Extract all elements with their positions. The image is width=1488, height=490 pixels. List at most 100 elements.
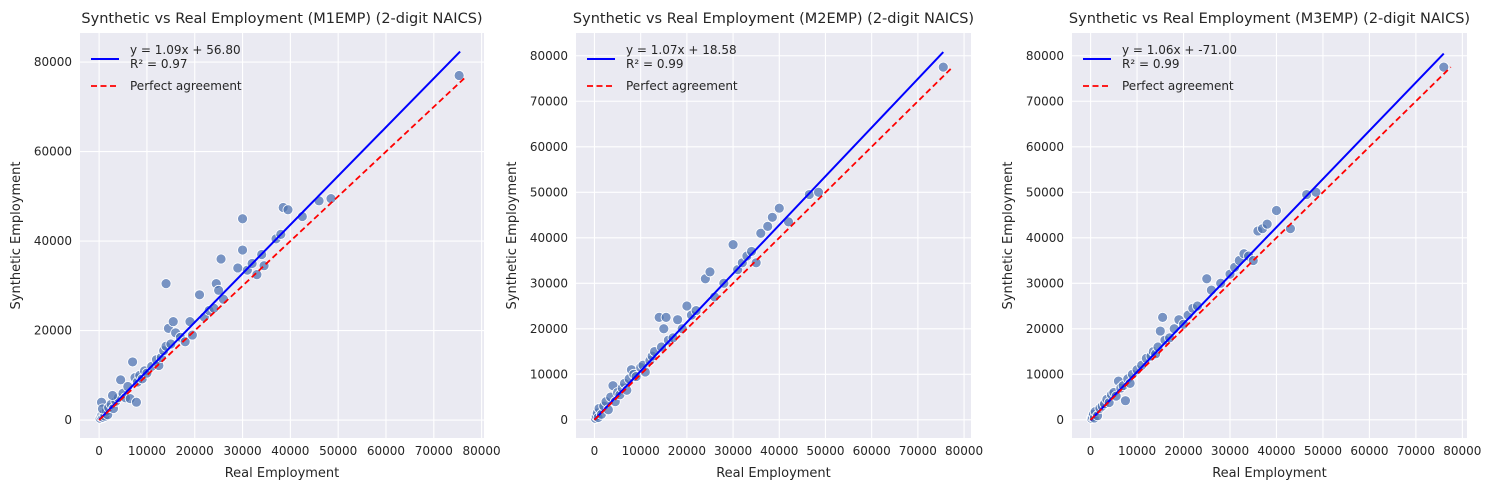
x-tick-label: 20000	[668, 444, 706, 458]
scatter-point	[186, 329, 198, 341]
scatter-point	[1152, 341, 1164, 353]
x-tick-label: 50000	[1304, 444, 1342, 458]
y-tick-label: 0	[560, 413, 568, 427]
y-tick-label: 10000	[530, 367, 568, 381]
y-tick-label: 0	[1056, 413, 1064, 427]
y-tick-label: 20000	[34, 324, 72, 338]
y-tick-label: 40000	[530, 231, 568, 245]
chart-panel-3: 0 10000 20000 30000 40000 50000 60000 70000 8000…	[1001, 11, 1481, 481]
x-tick-label: 40000	[760, 444, 798, 458]
legend-perfect-label: Perfect agreement	[626, 79, 738, 93]
x-tick-label: 70000	[415, 444, 453, 458]
scatter-point	[762, 220, 774, 232]
x-tick-label: 40000	[1257, 444, 1295, 458]
scatter-point	[313, 195, 325, 207]
scatter-point	[1192, 300, 1203, 312]
y-tick-label: 50000	[1026, 185, 1064, 199]
scatter-point	[194, 289, 205, 301]
x-tick-label: 10000	[622, 444, 660, 458]
y-tick-label: 30000	[530, 276, 568, 290]
x-axis-label: Real Employment	[225, 466, 340, 481]
x-tick-label: 50000	[319, 444, 357, 458]
y-tick-label: 70000	[530, 94, 568, 108]
x-tick-label: 0	[95, 444, 103, 458]
y-tick-label: 60000	[34, 145, 72, 159]
scatter-point	[237, 213, 248, 225]
y-axis-label: Synthetic Employment	[9, 162, 24, 310]
y-tick-label: 40000	[1026, 231, 1064, 245]
y-tick-label: 20000	[530, 322, 568, 336]
scatter-point	[690, 305, 702, 316]
y-tick-label: 10000	[1026, 367, 1064, 381]
data-layer	[590, 51, 954, 424]
scatter-point	[179, 336, 191, 348]
scatter-point	[160, 278, 172, 290]
scatter-point	[656, 341, 667, 353]
x-tick-label: 60000	[1350, 444, 1388, 458]
legend-fit-label: y = 1.06x + -71.00	[1122, 43, 1237, 57]
x-tick-label: 80000	[945, 444, 983, 458]
x-tick-label: 30000	[1211, 444, 1249, 458]
scatter-point	[755, 227, 767, 239]
scatter-point	[184, 316, 196, 328]
scatter-point	[766, 211, 778, 223]
legend-fit-label: y = 1.07x + 18.58	[626, 43, 737, 57]
x-axis-label: Real Employment	[716, 466, 831, 481]
scatter-point	[681, 300, 693, 312]
scatter-point	[773, 202, 785, 214]
scatter-point	[660, 312, 672, 323]
legend-perfect-label: Perfect agreement	[1122, 79, 1234, 93]
scatter-point	[167, 316, 179, 328]
fit-line	[1089, 52, 1445, 421]
y-tick-label: 30000	[1026, 276, 1064, 290]
chart-title: Synthetic vs Real Employment (M2EMP) (2-…	[573, 11, 974, 27]
scatter-point	[131, 396, 142, 408]
x-tick-label: 30000	[714, 444, 752, 458]
legend-r2-label: R² = 0.97	[130, 57, 188, 71]
y-tick-label: 80000	[530, 49, 568, 63]
x-tick-label: 30000	[223, 444, 261, 458]
x-tick-label: 70000	[1397, 444, 1435, 458]
scatter-point	[937, 61, 949, 73]
x-axis-label: Real Employment	[1212, 466, 1327, 481]
scatter-point	[750, 257, 762, 269]
y-tick-label: 70000	[1026, 94, 1064, 108]
y-axis-label: Synthetic Employment	[1001, 162, 1016, 310]
chart-panel-1: 0 10000 20000 30000 40000 50000 60000 70000 8000…	[9, 11, 501, 481]
x-tick-label: 50000	[806, 444, 844, 458]
chart-panel-2: 0 10000 20000 30000 40000 50000 60000 70000 8000…	[505, 11, 983, 481]
x-tick-label: 10000	[128, 444, 166, 458]
scatter-point	[237, 244, 248, 256]
scatter-point	[1438, 61, 1450, 73]
y-tick-label: 80000	[34, 55, 72, 69]
perfect-agreement-line	[98, 77, 466, 421]
scatter-point	[282, 204, 294, 216]
x-tick-label: 10000	[1118, 444, 1156, 458]
scatter-point	[1271, 205, 1282, 216]
legend-r2-label: R² = 0.99	[626, 57, 684, 71]
x-tick-label: 60000	[853, 444, 891, 458]
scatter-point	[1215, 277, 1227, 289]
x-tick-label: 70000	[899, 444, 937, 458]
y-tick-label: 20000	[1026, 322, 1064, 336]
scatter-point	[251, 269, 263, 281]
legend-r2-label: R² = 0.99	[1122, 57, 1180, 71]
y-tick-label: 40000	[34, 234, 72, 248]
chart-title: Synthetic vs Real Employment (M1EMP) (2-…	[81, 11, 482, 27]
fit-line	[593, 51, 945, 421]
x-tick-label: 80000	[1443, 444, 1481, 458]
scatter-point	[115, 374, 127, 386]
scatter-point	[107, 390, 118, 401]
perfect-agreement-line	[593, 66, 954, 421]
scatter-point	[232, 262, 244, 274]
scatter-point	[813, 186, 824, 198]
chart-title: Synthetic vs Real Employment (M3EMP) (2-…	[1069, 11, 1470, 27]
y-axis-label: Synthetic Employment	[505, 162, 520, 310]
x-tick-label: 0	[1087, 444, 1095, 458]
scatter-point	[1110, 390, 1122, 402]
legend-fit-label: y = 1.09x + 56.80	[130, 43, 241, 57]
data-layer	[1086, 52, 1452, 424]
